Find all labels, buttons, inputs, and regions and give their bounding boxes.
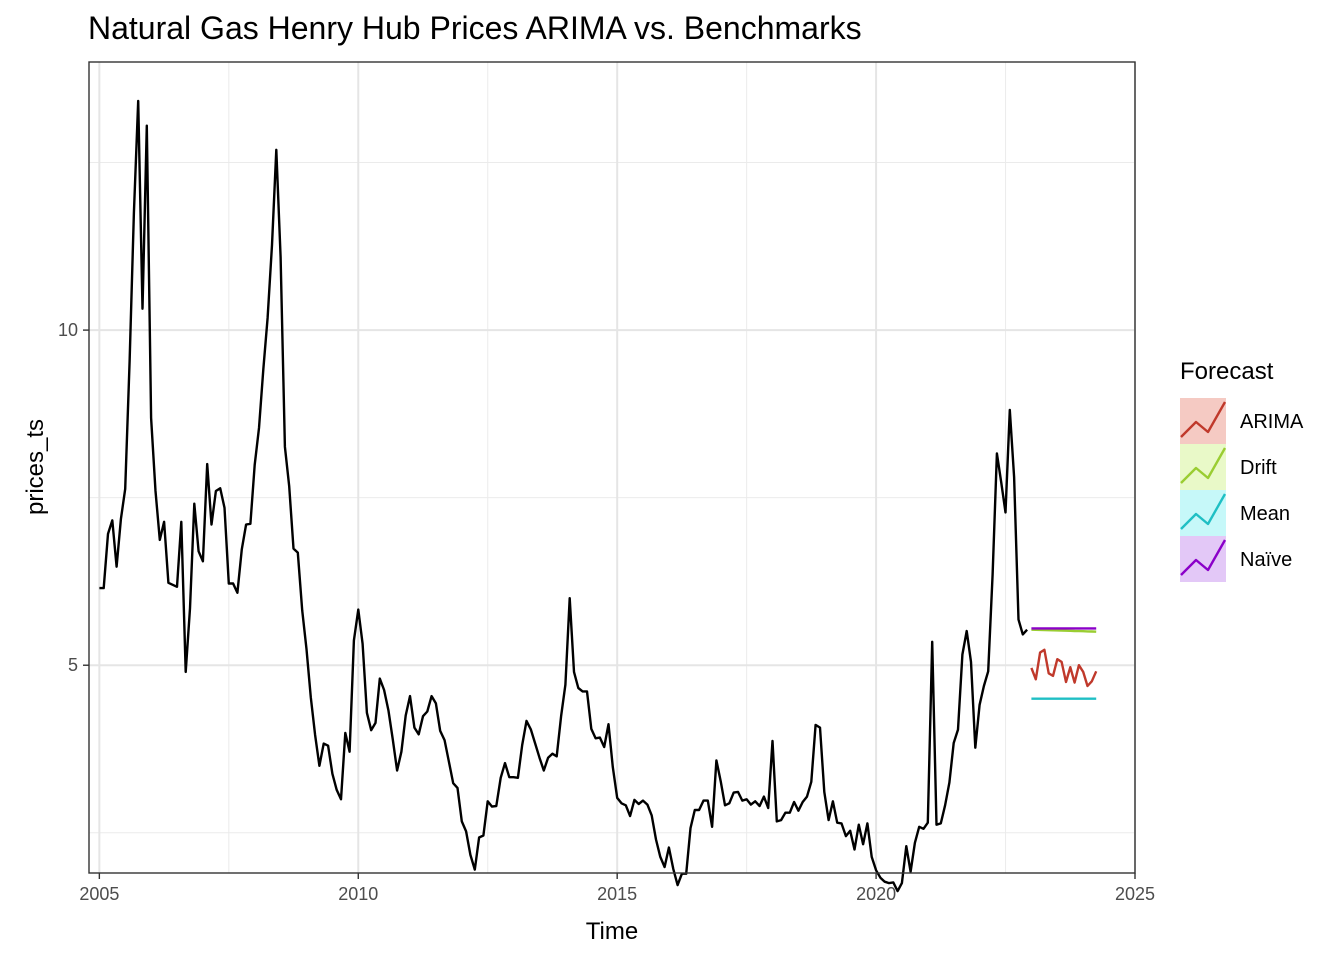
legend-key-fill	[1180, 536, 1226, 582]
legend-item: Naïve	[1180, 536, 1292, 582]
legend-line-icon	[1180, 539, 1227, 576]
minor-gridlines	[89, 62, 1135, 873]
y-tick-label: 5	[68, 655, 78, 675]
legend-label: Naïve	[1240, 549, 1292, 571]
forecast-line-arima	[1030, 648, 1098, 688]
legend-key-fill	[1180, 398, 1226, 444]
x-tick-label: 2015	[597, 884, 637, 904]
plot-background	[89, 62, 1135, 873]
legend-line-icon	[1180, 401, 1227, 438]
legend: Forecast ARIMA Drift Mean Naïve	[1180, 358, 1304, 582]
x-axis-title: Time	[586, 918, 638, 945]
x-tick-label: 2025	[1115, 884, 1155, 904]
x-tick-label: 2005	[79, 884, 119, 904]
plot-border	[88, 61, 1136, 874]
legend-items: ARIMA Drift Mean Naïve	[1180, 398, 1304, 582]
legend-key-fill	[1180, 490, 1226, 536]
x-axis: 2005 2010 2015 2020 2025	[79, 873, 1155, 904]
legend-line-icon	[1180, 493, 1227, 530]
history-line	[99, 99, 1028, 893]
x-tick-label: 2020	[856, 884, 896, 904]
legend-label: Drift	[1240, 457, 1277, 479]
y-axis: 5 10	[58, 320, 89, 675]
y-axis-title: prices_ts	[22, 419, 49, 515]
legend-label: Mean	[1240, 503, 1290, 525]
plot-panel	[88, 61, 1136, 893]
legend-line-icon	[1180, 447, 1227, 484]
legend-label: ARIMA	[1240, 411, 1304, 433]
chart-title: Natural Gas Henry Hub Prices ARIMA vs. B…	[88, 10, 862, 46]
legend-key-fill	[1180, 444, 1226, 490]
x-tick-label: 2010	[338, 884, 378, 904]
legend-item: Drift	[1180, 444, 1277, 490]
forecast-line-drift	[1031, 628, 1097, 633]
legend-item: Mean	[1180, 490, 1290, 536]
legend-title: Forecast	[1180, 358, 1274, 385]
y-tick-label: 10	[58, 320, 78, 340]
series-layer	[99, 99, 1098, 893]
legend-item: ARIMA	[1180, 398, 1304, 444]
